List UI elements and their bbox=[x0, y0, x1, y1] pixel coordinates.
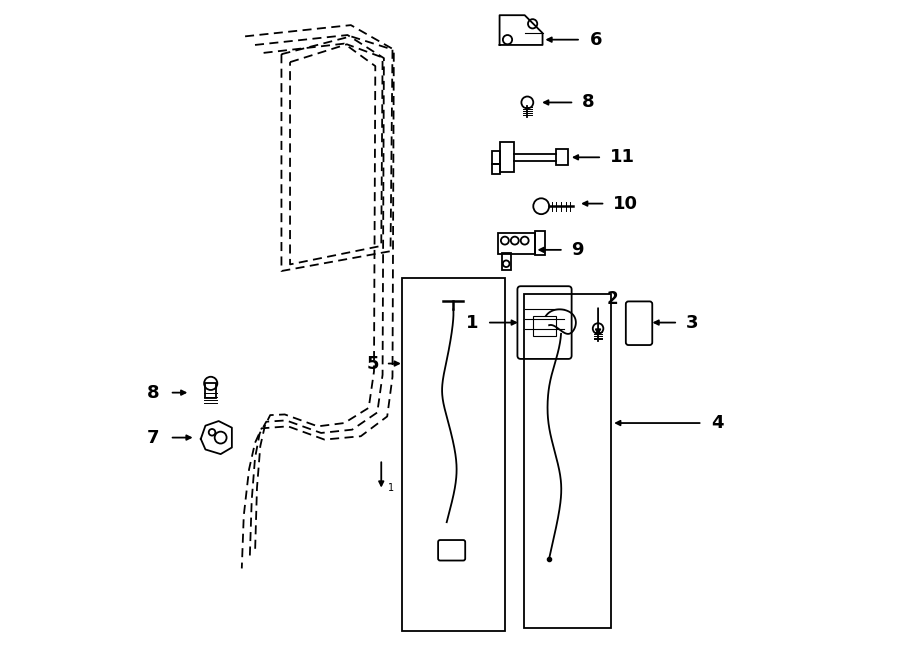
Text: 5: 5 bbox=[367, 354, 379, 373]
Bar bbox=[491, 151, 500, 164]
Text: 11: 11 bbox=[610, 148, 635, 167]
Bar bbox=[205, 383, 216, 398]
Bar bbox=[556, 149, 568, 165]
Text: 1: 1 bbox=[466, 313, 479, 332]
Text: 6: 6 bbox=[590, 30, 603, 49]
Text: 2: 2 bbox=[607, 290, 618, 308]
Bar bbox=[499, 233, 535, 254]
Bar bbox=[491, 164, 500, 174]
Bar bbox=[402, 278, 505, 631]
Bar bbox=[535, 231, 544, 255]
Text: 7: 7 bbox=[147, 428, 159, 447]
Bar bbox=[500, 142, 514, 172]
Bar bbox=[524, 294, 611, 628]
Text: 8: 8 bbox=[147, 383, 159, 402]
Bar bbox=[501, 253, 511, 270]
Text: 3: 3 bbox=[686, 313, 698, 332]
Text: 4: 4 bbox=[711, 414, 724, 432]
Bar bbox=[533, 316, 556, 336]
Text: 1: 1 bbox=[388, 483, 394, 493]
Text: 8: 8 bbox=[582, 93, 595, 112]
Text: 9: 9 bbox=[571, 241, 583, 259]
Text: 10: 10 bbox=[613, 194, 638, 213]
